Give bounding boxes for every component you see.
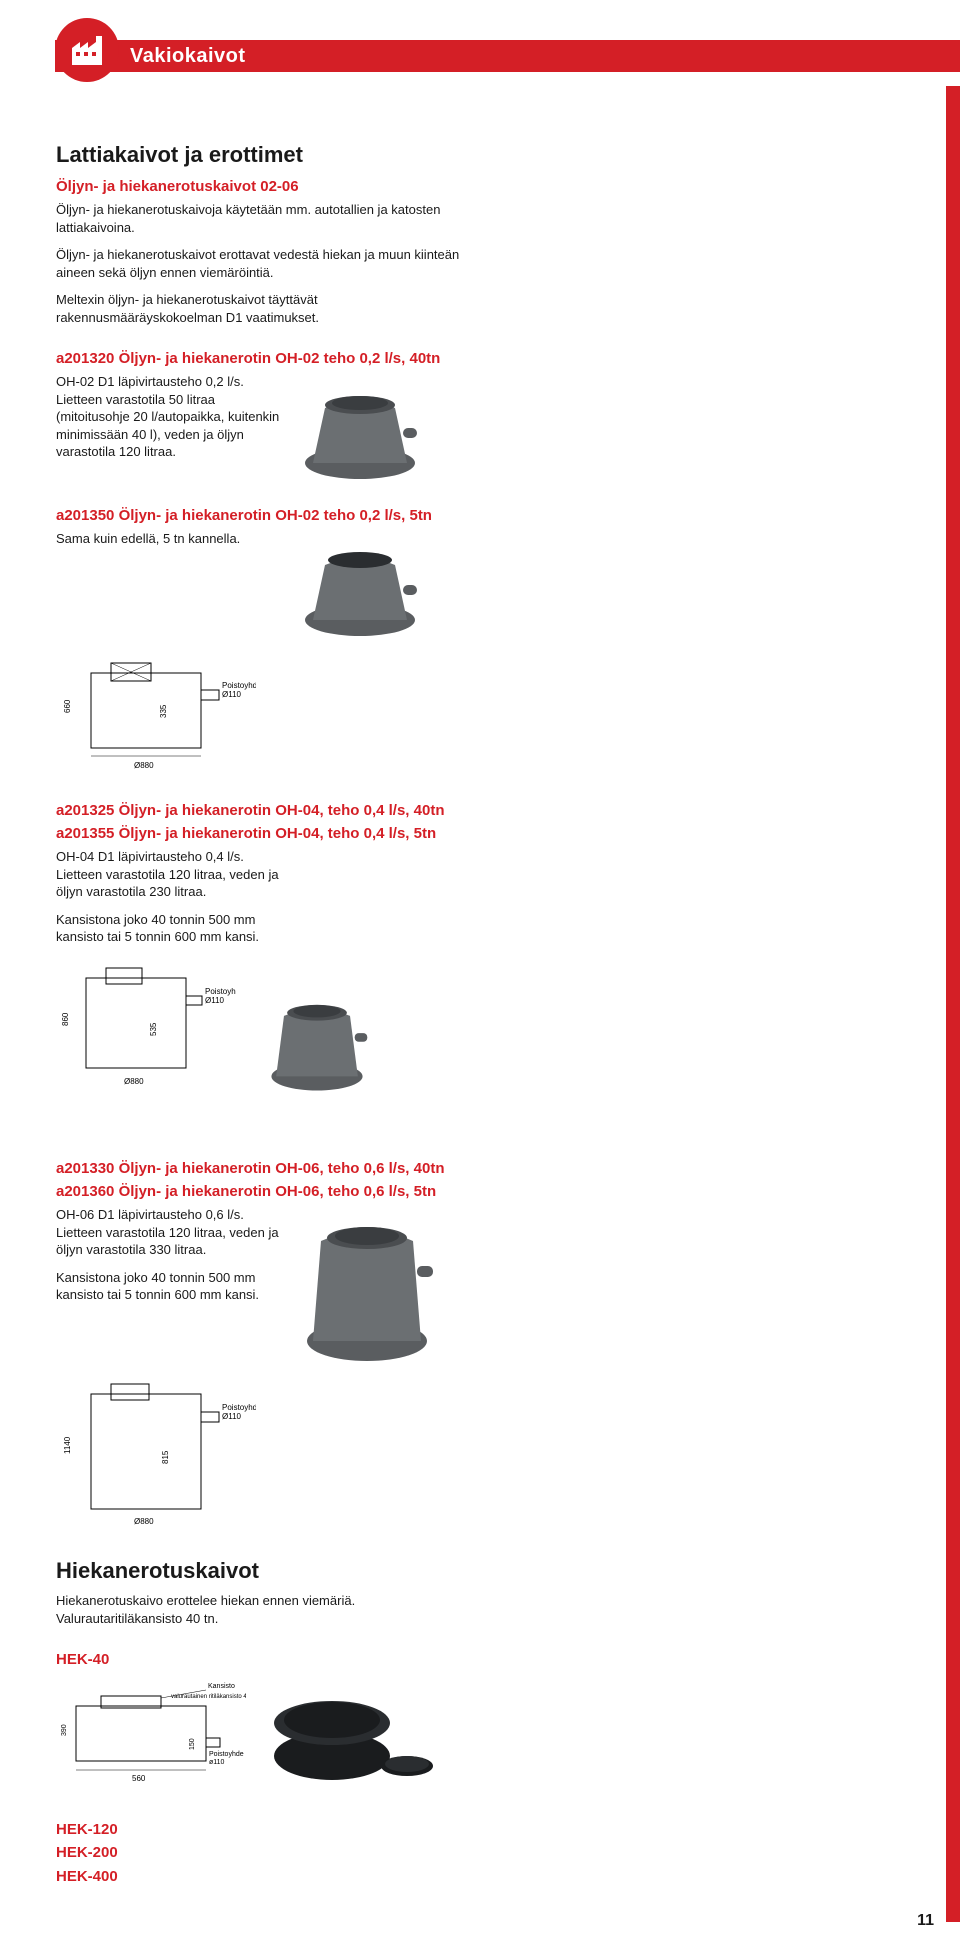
hek40-block: HEK-40 Kansisto valurautainen ritiläkans…: [56, 1651, 461, 1788]
diagram-oh06: Poistoyhde Ø110 1140 815 Ø880: [56, 1374, 256, 1534]
section-heading: Lattiakaivot ja erottimet: [56, 142, 461, 168]
product-photo-oh06: [295, 1206, 440, 1366]
svg-text:Ø110: Ø110: [222, 690, 242, 699]
product-code-2: a201355 Öljyn- ja hiekanerotin OH-04, te…: [56, 825, 461, 842]
svg-text:815: 815: [161, 1450, 170, 1464]
product-desc-2: Kansistona joko 40 tonnin 500 mm kansist…: [56, 1269, 281, 1304]
product-desc: OH-02 D1 läpivirtausteho 0,2 l/s. Liette…: [56, 373, 281, 461]
svg-text:Kansisto: Kansisto: [208, 1683, 235, 1690]
intro-para-2: Öljyn- ja hiekanerotuskaivot erottavat v…: [56, 246, 461, 281]
product-oh02-40tn: a201320 Öljyn- ja hiekanerotin OH-02 teh…: [56, 350, 461, 483]
page-number: 11: [917, 1912, 934, 1930]
svg-text:ø110: ø110: [209, 1759, 225, 1766]
hek400: HEK-400: [56, 1865, 461, 1888]
svg-text:Ø110: Ø110: [222, 1412, 242, 1421]
diagram-hek40: Kansisto valurautainen ritiläkansisto 40…: [56, 1678, 246, 1788]
svg-text:660: 660: [63, 699, 72, 713]
product-code: a201320 Öljyn- ja hiekanerotin OH-02 teh…: [56, 350, 461, 367]
svg-text:Poistoyhde: Poistoyhde: [209, 1751, 244, 1758]
svg-text:valurautainen ritiläkansisto 4: valurautainen ritiläkansisto 40tn: [171, 1694, 246, 1700]
hek120: HEK-120: [56, 1818, 461, 1841]
svg-text:860: 860: [61, 1012, 70, 1026]
product-desc-1: OH-06 D1 läpivirtausteho 0,6 l/s. Liette…: [56, 1206, 281, 1259]
hek200: HEK-200: [56, 1841, 461, 1864]
product-code-1: a201330 Öljyn- ja hiekanerotin OH-06, te…: [56, 1160, 461, 1177]
product-oh04: a201325 Öljyn- ja hiekanerotin OH-04, te…: [56, 802, 461, 1096]
svg-text:150: 150: [189, 1738, 196, 1750]
svg-text:Ø880: Ø880: [134, 1517, 154, 1526]
svg-text:Ø880: Ø880: [124, 1077, 144, 1086]
product-code-1: a201325 Öljyn- ja hiekanerotin OH-04, te…: [56, 802, 461, 819]
intro-block: Lattiakaivot ja erottimet Öljyn- ja hiek…: [56, 142, 461, 326]
intro-subhead: Öljyn- ja hiekanerotuskaivot 02-06: [56, 178, 461, 195]
svg-text:535: 535: [149, 1022, 158, 1036]
product-oh02-5tn: a201350 Öljyn- ja hiekanerotin OH-02 teh…: [56, 507, 461, 778]
svg-text:560: 560: [132, 1774, 146, 1783]
diagram-oh04: Poistoyhde Ø110 860 535 Ø880: [56, 956, 236, 1096]
product-code: a201350 Öljyn- ja hiekanerotin OH-02 teh…: [56, 507, 461, 524]
product-photo-oh02: [295, 373, 425, 483]
product-desc-1: OH-04 D1 läpivirtausteho 0,4 l/s. Liette…: [56, 848, 281, 901]
hek-list-block: HEK-120 HEK-200 HEK-400: [56, 1818, 461, 1888]
svg-text:Ø110: Ø110: [205, 996, 225, 1005]
diagram-oh02: Poistoyhde Ø110 660 335 Ø880: [56, 648, 256, 778]
intro-para-1: Öljyn- ja hiekanerotuskaivoja käytetään …: [56, 201, 461, 236]
hiekanerotus-block: Hiekanerotuskaivot Hiekanerotuskaivo ero…: [56, 1558, 461, 1627]
product-photo-hek40: [262, 1678, 442, 1788]
section-heading-hiek: Hiekanerotuskaivot: [56, 1558, 461, 1584]
product-photo-oh04: [252, 986, 382, 1096]
product-desc-2: Kansistona joko 40 tonnin 500 mm kansist…: [56, 911, 281, 946]
product-code-2: a201360 Öljyn- ja hiekanerotin OH-06, te…: [56, 1183, 461, 1200]
svg-text:Poistoyhde: Poistoyhde: [222, 1403, 256, 1412]
product-oh06: a201330 Öljyn- ja hiekanerotin OH-06, te…: [56, 1160, 461, 1534]
page-title: Vakiokaivot: [130, 45, 246, 68]
hiek-desc: Hiekanerotuskaivo erottelee hiekan ennen…: [56, 1592, 461, 1627]
factory-icon: [69, 32, 105, 68]
svg-text:Ø880: Ø880: [134, 761, 154, 770]
intro-para-3: Meltexin öljyn- ja hiekanerotuskaivot tä…: [56, 291, 461, 326]
side-accent-stripe: [946, 86, 960, 1922]
svg-text:1140: 1140: [63, 1436, 72, 1454]
factory-icon-badge: [55, 18, 119, 82]
product-desc: Sama kuin edellä, 5 tn kannella.: [56, 530, 281, 548]
product-photo-oh02-5tn: [295, 530, 425, 640]
svg-text:Poistoyhde: Poistoyhde: [222, 681, 256, 690]
svg-text:390: 390: [61, 1724, 68, 1736]
svg-text:335: 335: [159, 704, 168, 718]
hek40-title: HEK-40: [56, 1651, 461, 1668]
svg-text:Poistoyhde: Poistoyhde: [205, 987, 236, 996]
header-stripe: Vakiokaivot: [55, 40, 960, 72]
